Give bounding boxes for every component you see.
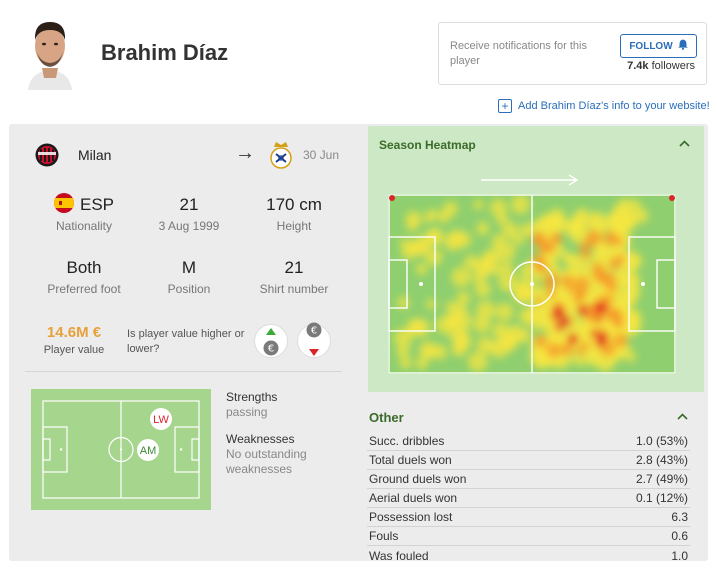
stat-value: 0.1 (12%) [635, 491, 688, 505]
stat-row-ground-duels-won: Ground duels won 2.7 (49%) [367, 470, 690, 489]
stat-row-was-fouled: Was fouled 1.0 [367, 546, 690, 565]
other-stats-list: Succ. dribbles 1.0 (53%) Total duels won… [367, 432, 690, 565]
club-transfer-row: Milan → 30 Jun [35, 140, 350, 170]
player-name: Brahim Díaz [101, 40, 229, 65]
stat-value: 1.0 [671, 548, 688, 563]
stat-value: 1.0 (53%) [635, 434, 688, 448]
position-marker-am: AM [137, 439, 159, 461]
preferred-foot-cell: Both Preferred foot [31, 257, 137, 296]
position-label: Position [167, 282, 211, 296]
svg-text:€: € [311, 325, 317, 336]
age-value: 21 [179, 195, 199, 214]
position-cell: M Position [136, 257, 242, 296]
follow-button[interactable]: FOLLOW [620, 34, 697, 58]
svg-text:€: € [268, 343, 274, 354]
real-madrid-crest-icon[interactable] [268, 140, 294, 170]
value-lower-button[interactable]: € [297, 322, 331, 361]
strengths-value: passing [226, 405, 268, 419]
shirt-number-cell: 21 Shirt number [241, 257, 347, 296]
shirt-number-label: Shirt number [259, 282, 329, 296]
arrow-down-icon [309, 343, 319, 361]
stat-label: Total duels won [369, 453, 452, 467]
position-pitch: LW AM [31, 389, 211, 510]
stat-label: Succ. dribbles [369, 434, 445, 448]
strengths-title: Strengths [226, 390, 278, 404]
follow-label: FOLLOW [629, 40, 673, 52]
spain-flag-icon [53, 192, 74, 218]
strengths-weaknesses: Strengths passing Weaknesses No outstand… [226, 390, 346, 477]
milan-crest-icon[interactable] [35, 140, 59, 170]
shirt-number-value: 21 [284, 258, 304, 277]
player-main-panel: Milan → 30 Jun [9, 124, 708, 563]
stat-row-fouls: Fouls 0.6 [367, 527, 690, 546]
heatmap-pitch [388, 194, 676, 374]
nationality-label: Nationality [55, 219, 113, 233]
height-value: 170 cm [266, 195, 322, 214]
weaknesses-value: No outstanding weaknesses [226, 447, 307, 476]
plus-icon: + [498, 99, 512, 113]
bell-icon [677, 39, 688, 53]
heatmap-title: Season Heatmap [379, 138, 476, 152]
other-stats-card: Other Succ. dribbles 1.0 (53%) Total due… [367, 404, 706, 563]
stat-label: Fouls [369, 529, 399, 543]
value-vote-question: Is player value higher or lower? [127, 328, 245, 355]
notification-text: Receive notifications for this player [450, 40, 587, 67]
player-header: Brahim Díaz Receive notifications for th… [0, 0, 717, 113]
stat-value: 0.6 [671, 529, 688, 543]
euro-coin-icon: € [306, 322, 322, 343]
arrow-right-icon: → [235, 142, 255, 164]
section-divider [25, 371, 342, 372]
stats-panel: Season Heatmap [367, 126, 706, 563]
player-value-label: Player value [43, 344, 105, 356]
preferred-foot-value: Both [66, 258, 102, 277]
player-avatar [22, 12, 78, 90]
position-marker-am-label: AM [140, 445, 157, 457]
nationality-cell: ESP Nationality [31, 192, 137, 233]
stat-value: 2.8 (43%) [635, 453, 688, 467]
attack-direction-arrow-icon [481, 174, 579, 186]
arrow-up-icon [266, 322, 276, 340]
player-details-panel: Milan → 30 Jun [9, 124, 358, 561]
stat-label: Aerial duels won [369, 491, 458, 505]
stat-value: 6.3 [671, 510, 688, 524]
position-value: M [181, 258, 197, 277]
stat-row-succ-dribbles: Succ. dribbles 1.0 (53%) [367, 432, 690, 451]
stat-row-aerial-duels-won: Aerial duels won 0.1 (12%) [367, 489, 690, 508]
height-cell: 170 cm Height [241, 194, 347, 233]
followers-count: 7.4k followers [627, 60, 695, 72]
stat-row-possession-lost: Possession lost 6.3 [367, 508, 690, 527]
position-marker-lw: LW [150, 408, 172, 430]
current-club-name[interactable]: Milan [78, 147, 112, 163]
value-higher-button[interactable]: € [254, 324, 288, 358]
contract-end-date: 30 Jun [303, 148, 340, 162]
embed-info-link[interactable]: + Add Brahim Díaz's info to your website… [498, 99, 710, 113]
stat-label: Possession lost [369, 510, 453, 524]
notification-box: Receive notifications for this player FO… [438, 22, 707, 85]
position-marker-lw-label: LW [153, 414, 169, 426]
stat-label: Was fouled [369, 548, 429, 563]
weaknesses-title: Weaknesses [226, 432, 295, 446]
player-value-amount: 14.6M € [46, 324, 102, 341]
player-value: 14.6M € Player value [39, 324, 109, 356]
birth-date: 3 Aug 1999 [158, 219, 220, 233]
stat-row-total-duels-won: Total duels won 2.8 (43%) [367, 451, 690, 470]
euro-coin-icon: € [263, 340, 279, 361]
stat-value: 2.7 (49%) [635, 472, 688, 486]
chevron-up-icon[interactable] [677, 409, 688, 423]
nationality-value: ESP [79, 195, 115, 214]
age-cell: 21 3 Aug 1999 [136, 194, 242, 233]
embed-label: Add Brahim Díaz's info to your website! [518, 100, 710, 112]
other-title: Other [369, 410, 404, 425]
preferred-foot-label: Preferred foot [47, 282, 121, 296]
stat-label: Ground duels won [369, 472, 467, 486]
season-heatmap-card: Season Heatmap [368, 126, 704, 392]
height-label: Height [276, 219, 312, 233]
chevron-up-icon[interactable] [679, 136, 690, 150]
